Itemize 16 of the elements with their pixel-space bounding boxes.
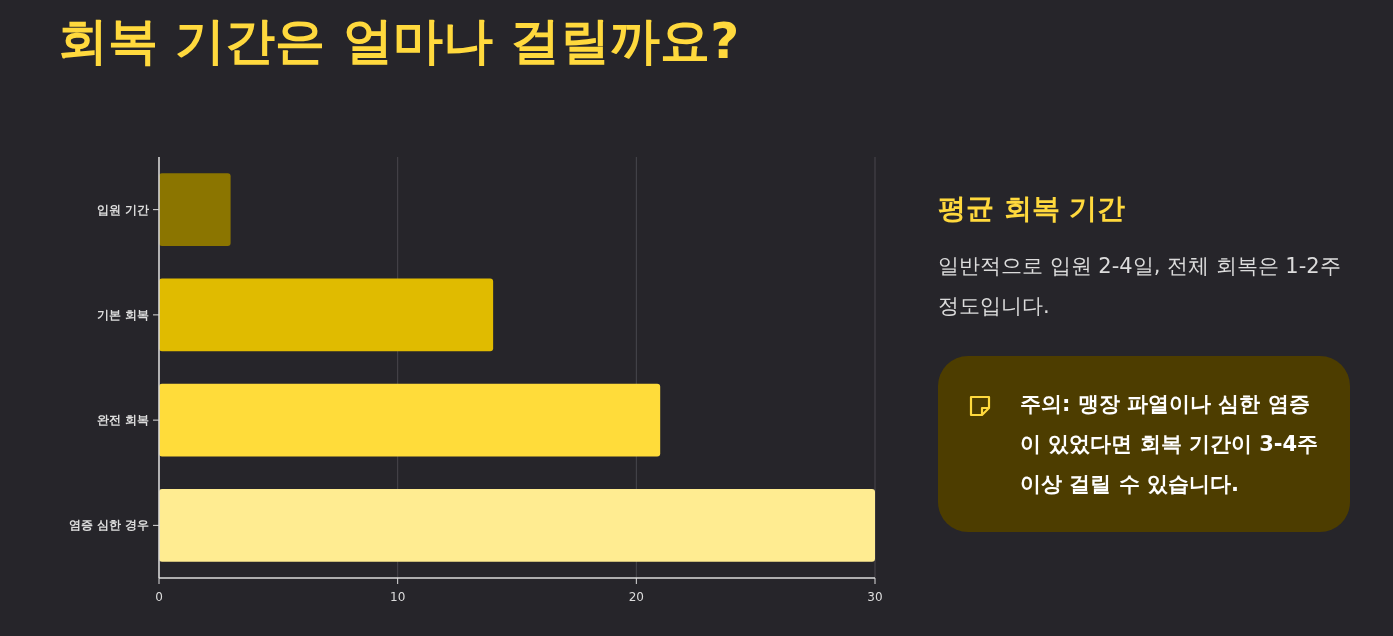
- y-tick-label: 기본 회복: [96, 307, 149, 322]
- text: 주의: 맹장 파열이나 심한 염증이 있었다면 회복 기간이 3-4주 이상 걸릴 수 있습니다.: [1020, 392, 1319, 496]
- bar: [159, 489, 875, 562]
- y-tick-label: 염증 심한 경우: [68, 518, 149, 533]
- text: 일반적으로 입원 2-4일, 전체 회복은 1-2주 정도입니다.: [938, 253, 1342, 320]
- bar: [159, 173, 231, 246]
- x-tick-label: 10: [390, 590, 406, 604]
- x-tick-label: 20: [628, 590, 644, 604]
- bar: [159, 278, 494, 352]
- y-tick-label: 완전 회복: [96, 413, 149, 428]
- text: 평균 회복 기간: [938, 191, 1127, 227]
- x-tick-label: 0: [155, 590, 163, 604]
- x-tick-label: 30: [867, 590, 883, 604]
- chart-title: 회복 기간은 얼마나 걸릴까요?: [58, 11, 740, 72]
- bar: [159, 383, 661, 457]
- y-tick-label: 입원 기간: [96, 202, 149, 217]
